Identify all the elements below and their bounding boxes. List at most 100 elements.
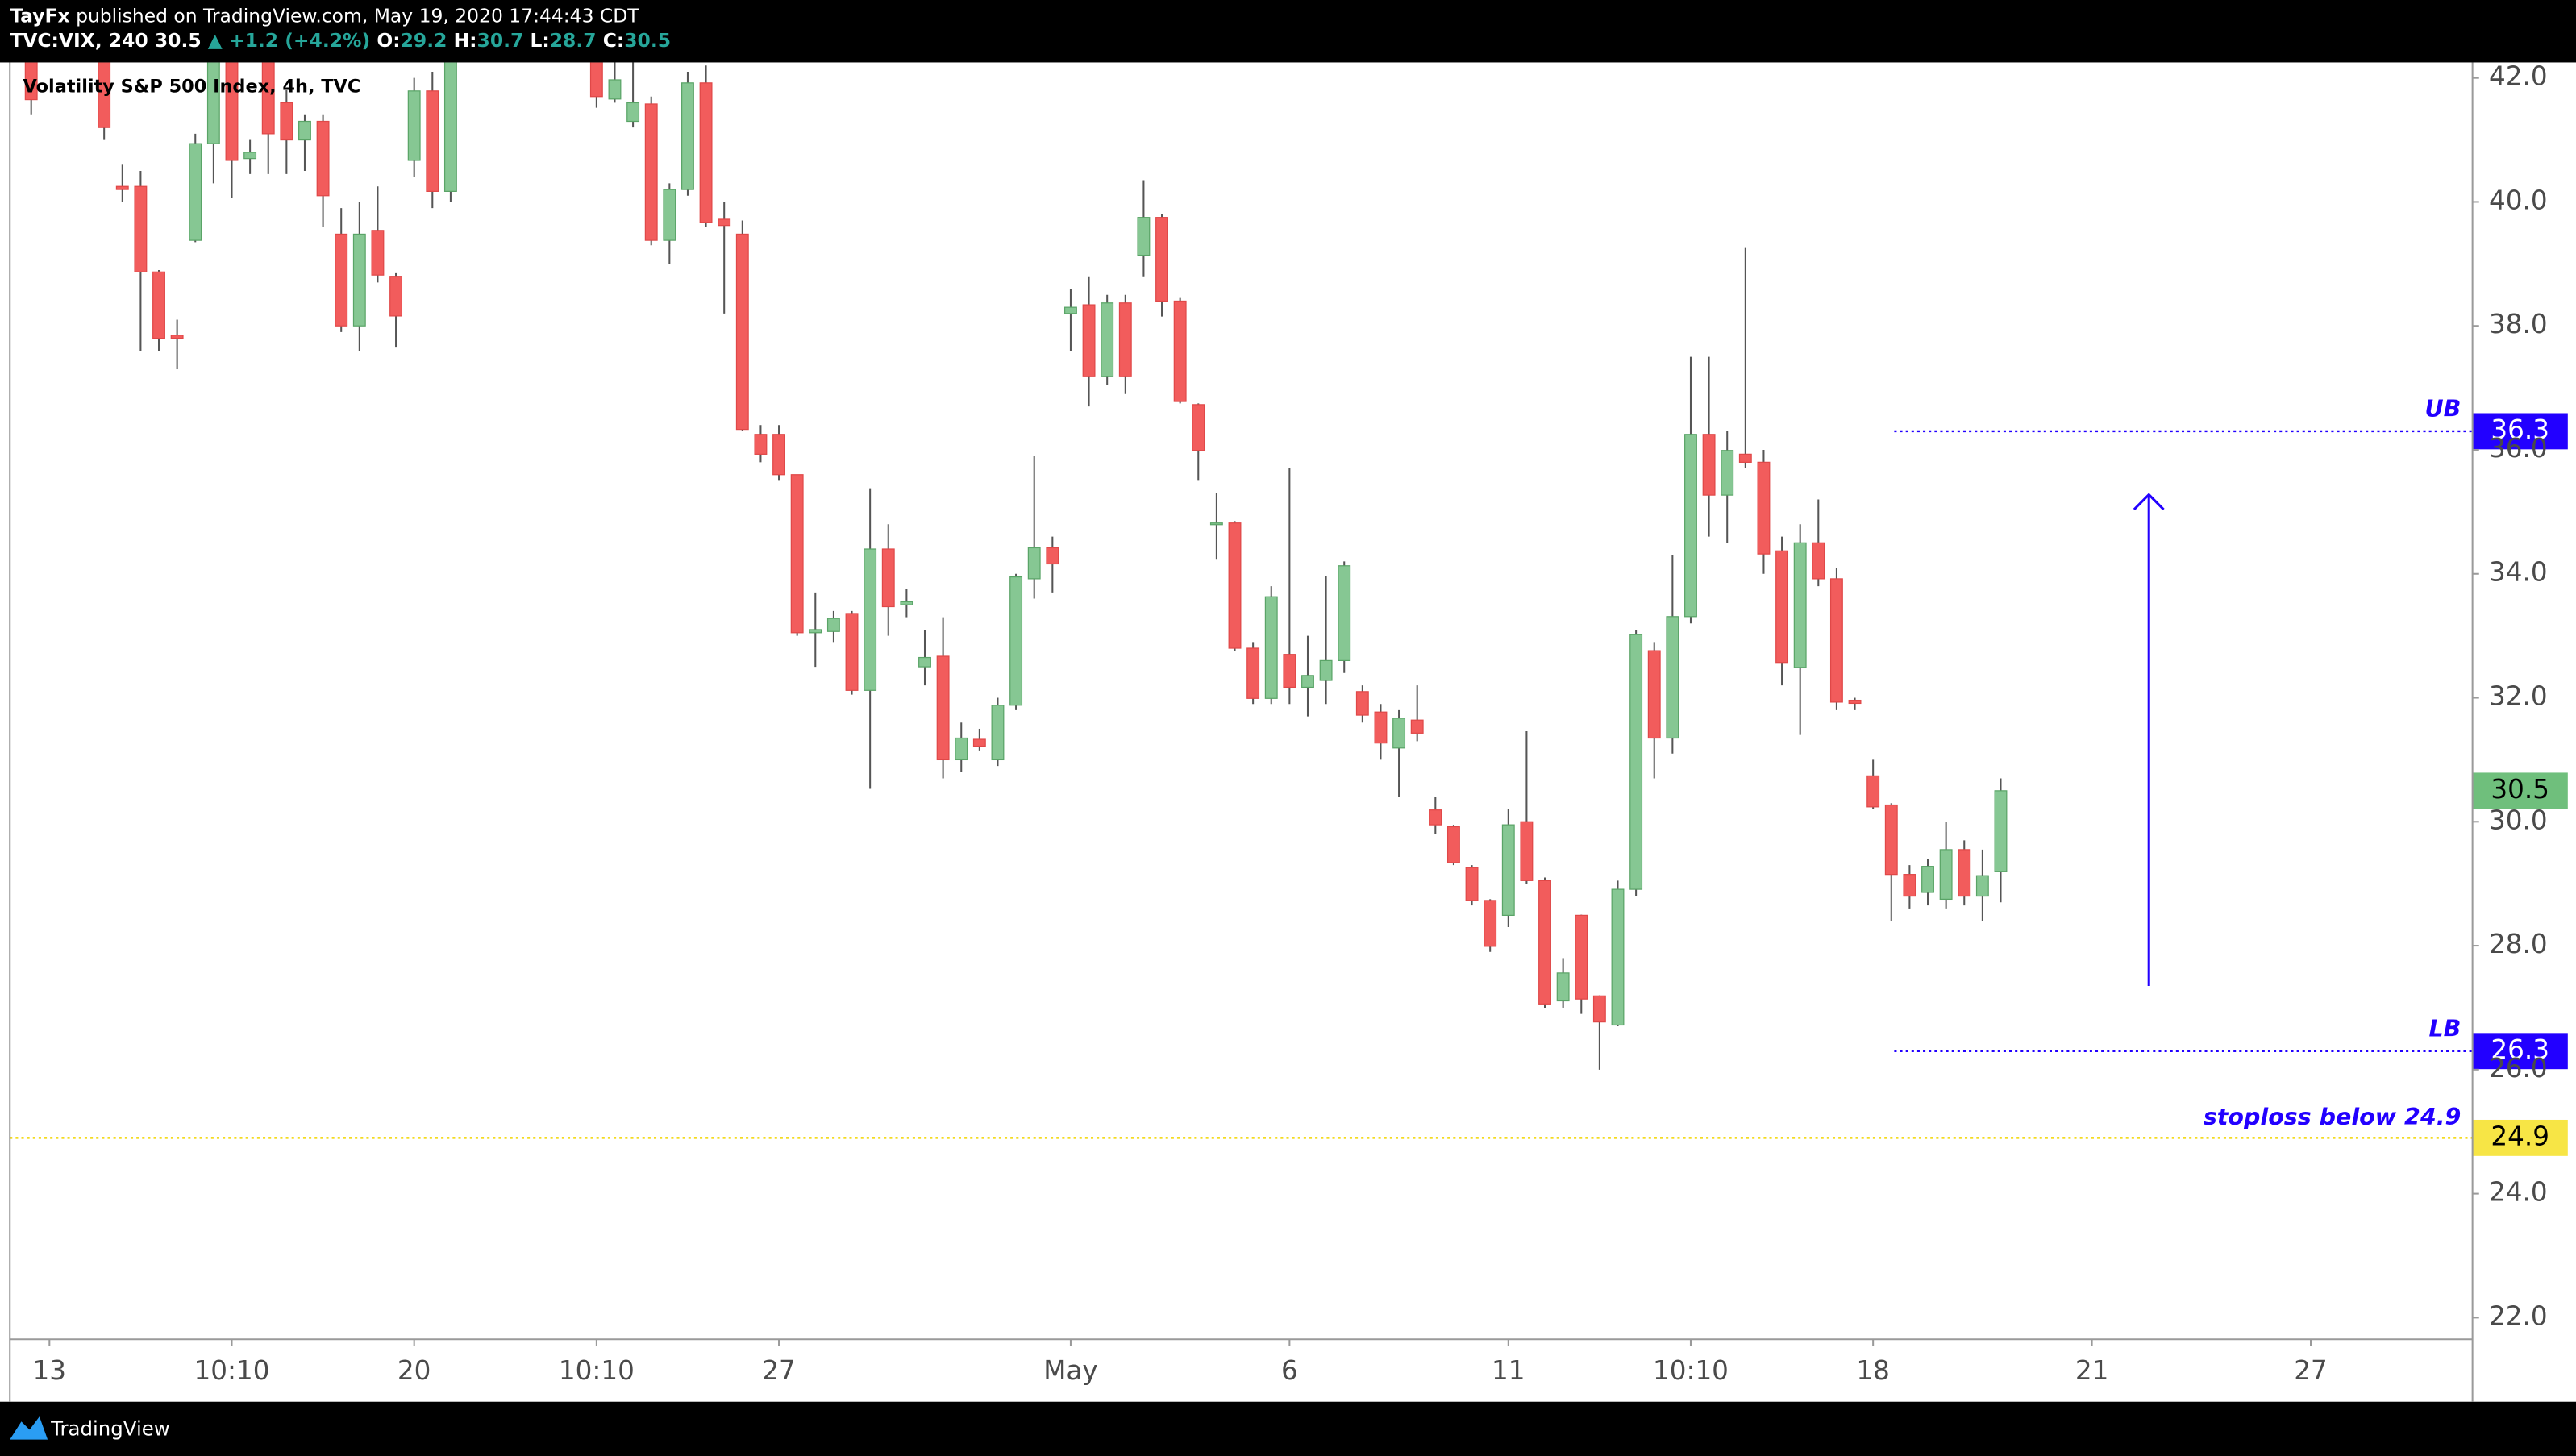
candle-body-down <box>1592 995 1606 1023</box>
candle-body-up <box>1392 718 1406 749</box>
candle-body-down <box>754 434 768 455</box>
x-tick-label: 11 <box>1492 1355 1525 1386</box>
candle-body-down <box>1647 650 1661 739</box>
candle-body-up <box>1101 302 1114 377</box>
plot <box>24 62 2008 1070</box>
candle-body-down <box>389 276 403 317</box>
candle-body-up <box>1921 866 1934 893</box>
x-tick-label: May <box>1043 1355 1097 1386</box>
chart-title: Volatility S&P 500 Index, 4h, TVC <box>23 77 361 98</box>
y-tick-label: 28.0 <box>2489 929 2548 959</box>
y-tick-label: 22.0 <box>2489 1300 2548 1331</box>
candle-body-up <box>900 601 913 605</box>
candle-body-down <box>98 62 111 128</box>
candle-body-up <box>955 737 968 761</box>
x-tick-label: 6 <box>1281 1355 1298 1386</box>
price-tag <box>2472 413 2568 450</box>
candle-body-up <box>1209 522 1223 526</box>
candle-body-down <box>1410 719 1424 734</box>
candle-body-down <box>1355 691 1369 716</box>
candle-body-down <box>1283 654 1296 688</box>
y-tick-label: 40.0 <box>2489 185 2548 215</box>
candle-body-down <box>371 230 385 276</box>
change: ▲ +1.2 (+4.2%) <box>208 28 370 51</box>
candle-body-down <box>152 271 165 339</box>
candle-body-up <box>1063 306 1077 314</box>
x-tick-label: 20 <box>397 1355 431 1386</box>
legend: TVC:VIX, 240 30.5 ▲ +1.2 (+4.2%) O:29.2 … <box>10 28 671 51</box>
price-tag-label: 36.3 <box>2491 414 2549 445</box>
header-bar <box>0 0 2576 63</box>
symbol: TVC:VIX, 240 <box>10 28 148 51</box>
last-price-label: 30.5 <box>2491 774 2549 805</box>
logo <box>10 1416 48 1440</box>
candle-body-up <box>1556 972 1570 1002</box>
candle-body-down <box>1866 775 1880 808</box>
candle-body-down <box>1702 434 1716 496</box>
candle-body-up <box>1994 790 2008 872</box>
x-tick-label: 21 <box>2075 1355 2108 1386</box>
candle-body-down <box>1374 711 1388 744</box>
candle-body-down <box>1118 302 1132 377</box>
candle-body-down <box>1848 699 1862 705</box>
published: published on TradingView.com, May 19, 20… <box>76 4 639 27</box>
candle-body-up <box>1027 547 1041 580</box>
candle-body-down <box>1228 522 1242 649</box>
l-label: L: <box>530 28 549 51</box>
brand: TradingView <box>50 1416 170 1440</box>
level-label: UB <box>2424 395 2461 422</box>
candle-body-down <box>1903 874 1916 897</box>
candle-body-down <box>1173 300 1187 402</box>
author: TayFx <box>10 4 69 27</box>
y-tick-label: 24.0 <box>2489 1177 2548 1208</box>
y-tick-label: 42.0 <box>2489 61 2548 92</box>
price-tag-label: 24.9 <box>2491 1121 2549 1151</box>
candle-body-down <box>936 655 950 761</box>
l-value: 28.7 <box>550 28 597 51</box>
y-tick-label: 32.0 <box>2489 681 2548 712</box>
candle-body-down <box>280 102 293 141</box>
level-label: LB <box>2428 1015 2461 1042</box>
candle-body-up <box>663 189 676 241</box>
candle-body-up <box>443 62 457 192</box>
candle-body-up <box>1009 576 1023 706</box>
candle-body-up <box>1629 634 1643 890</box>
last: 30.5 <box>155 28 202 51</box>
candle-body-down <box>735 233 749 431</box>
last-price-tag <box>2472 772 2568 809</box>
candle-body-down <box>134 185 148 272</box>
arrow-head <box>2133 493 2165 510</box>
candle-body-down <box>1575 914 1588 1000</box>
y-tick-label: 30.0 <box>2489 805 2548 835</box>
candle-body-down <box>1775 550 1789 664</box>
candle-body-down <box>1520 821 1534 881</box>
candle-body-down <box>24 62 38 101</box>
candle-body-up <box>1301 675 1314 688</box>
overlay: UB 36.3 LB 26.3 stoploss below 24.9 24.9 30.5 <box>10 395 2568 1156</box>
candle-body-up <box>1338 565 1351 662</box>
candle-body-down <box>790 474 804 634</box>
candle-body-up <box>352 233 366 327</box>
candle-body-down <box>1538 880 1551 1005</box>
candle-body-down <box>335 233 348 327</box>
candle-body-up <box>608 79 622 100</box>
candle-body-down <box>1484 900 1497 947</box>
candle-body-up <box>1939 849 1953 901</box>
candle-body-down <box>589 62 603 98</box>
candle-body-down <box>772 434 785 476</box>
publisher: TayFx published on TradingView.com, May … <box>10 4 639 27</box>
level-label: stoploss below 24.9 <box>2204 1104 2462 1130</box>
candle-body-down <box>1082 304 1096 377</box>
footer-bar <box>0 1401 2576 1456</box>
candle-body-down <box>261 62 275 135</box>
x-tick-label: 13 <box>33 1355 66 1386</box>
candle-body-down <box>115 185 129 190</box>
candle-body-up <box>1611 888 1625 1026</box>
c-label: C: <box>603 28 625 51</box>
candle-body-up <box>681 82 694 190</box>
candle-body-down <box>1829 578 1843 703</box>
candle-body-up <box>1684 434 1697 618</box>
candle-body-down <box>1155 217 1168 302</box>
candle-body-down <box>845 613 859 691</box>
